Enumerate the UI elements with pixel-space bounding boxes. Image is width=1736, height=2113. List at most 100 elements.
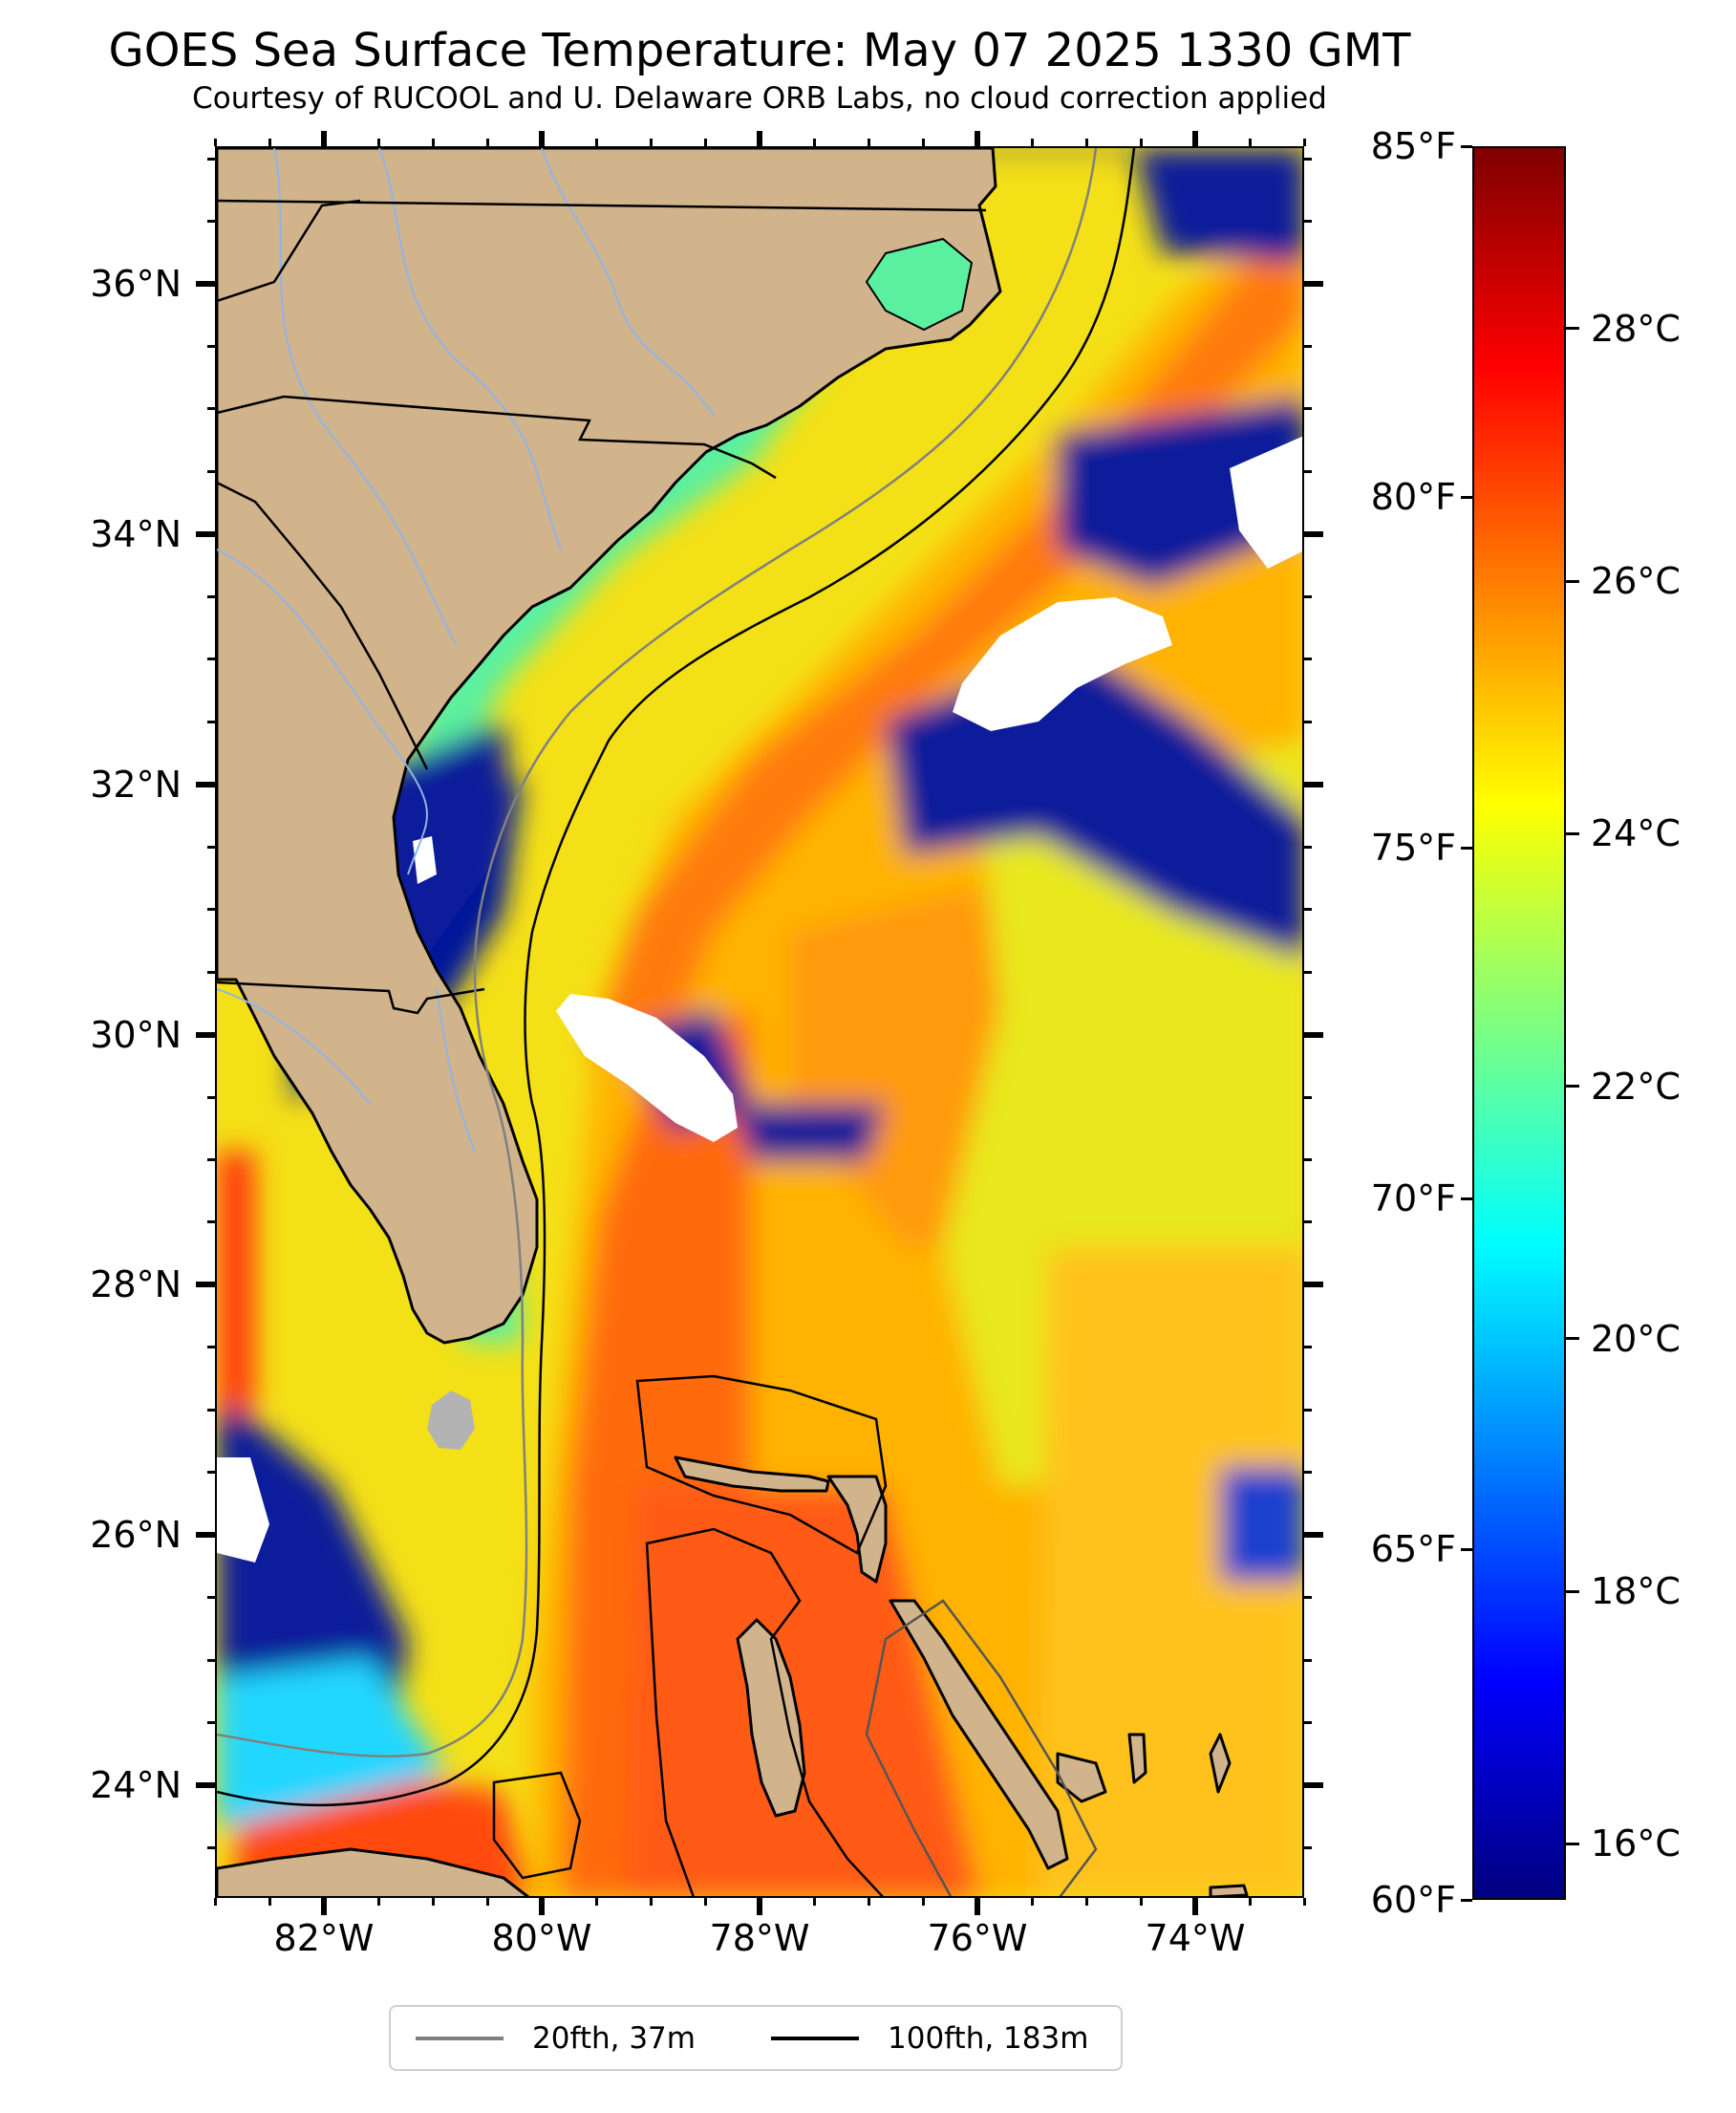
lon-minor-tick-bottom (376, 1898, 380, 1906)
map-title: GOES Sea Surface Temperature: May 07 202… (108, 24, 1411, 77)
lat-minor-tick-right (1304, 1471, 1312, 1475)
lat-label: 32°N (90, 763, 182, 806)
lon-minor-tick-top (1030, 139, 1034, 146)
lon-minor-tick-bottom (812, 1898, 816, 1906)
lon-major-tick-top (975, 131, 980, 146)
lat-minor-tick-right (1304, 344, 1312, 348)
legend-line-100fth (771, 2036, 859, 2040)
lat-major-tick-right (1304, 781, 1323, 787)
lat-minor-tick-left (207, 1471, 215, 1475)
lon-major-tick-bottom (757, 1898, 762, 1915)
lon-minor-tick-top (485, 139, 489, 146)
colorbar-celsius-label: 22°C (1591, 1065, 1681, 1108)
lon-minor-tick-bottom (268, 1898, 271, 1906)
lat-minor-tick-right (1304, 1596, 1312, 1600)
lat-minor-tick-right (1304, 469, 1312, 473)
lat-minor-tick-right (1304, 658, 1312, 661)
colorbar-fahrenheit-label: 60°F (1370, 1879, 1456, 1921)
colorbar-fahrenheit-label: 70°F (1370, 1177, 1456, 1219)
lon-major-tick-top (321, 131, 327, 146)
legend-item-100fth: 100fth, 183m (771, 2007, 1088, 2069)
lat-minor-tick-right (1304, 970, 1312, 974)
colorbar-celsius-label: 18°C (1591, 1570, 1681, 1613)
lat-major-tick-right (1304, 281, 1323, 288)
lat-minor-tick-right (1304, 594, 1312, 598)
lat-minor-tick-right (1304, 1846, 1312, 1850)
lat-minor-tick-right (1304, 1346, 1312, 1349)
lon-label: 80°W (491, 1917, 592, 1959)
colorbar-celsius-label: 24°C (1591, 812, 1681, 855)
lat-minor-tick-left (207, 908, 215, 912)
lat-minor-tick-left (207, 1095, 215, 1099)
lat-label: 26°N (90, 1514, 182, 1557)
lat-minor-tick-left (207, 594, 215, 598)
lat-major-tick-left (196, 530, 215, 537)
colorbar-fahrenheit-label: 65°F (1370, 1528, 1456, 1570)
lon-minor-tick-top (1084, 139, 1088, 146)
lon-minor-tick-bottom (1302, 1898, 1306, 1906)
colorbar-celsius-tick (1566, 327, 1579, 331)
lat-major-tick-left (196, 1031, 215, 1038)
lon-minor-tick-bottom (867, 1898, 870, 1906)
lat-label: 28°N (90, 1263, 182, 1306)
no-data-patches (217, 436, 1302, 1563)
lon-minor-tick-top (921, 139, 925, 146)
lat-minor-tick-right (1304, 1721, 1312, 1725)
colorbar-fahrenheit-label: 85°F (1370, 125, 1456, 167)
legend-item-20fth: 20fth, 37m (416, 2007, 696, 2069)
legend-label-100fth: 100fth, 183m (888, 2020, 1089, 2056)
lat-minor-tick-left (207, 1346, 215, 1349)
colorbar-celsius-tick (1566, 1842, 1579, 1845)
lat-major-tick-right (1304, 1031, 1323, 1038)
lon-minor-tick-bottom (485, 1898, 489, 1906)
lat-minor-tick-left (207, 157, 215, 161)
lat-major-tick-left (196, 1532, 215, 1539)
lat-major-tick-right (1304, 1782, 1323, 1789)
lat-minor-tick-left (207, 720, 215, 723)
lat-minor-tick-left (207, 1721, 215, 1725)
state-borders (217, 199, 987, 1015)
isobath-20fth (217, 148, 1098, 1757)
lon-minor-tick-top (649, 139, 653, 146)
lon-major-tick-top (1192, 131, 1198, 146)
lat-minor-tick-right (1304, 1095, 1312, 1099)
lon-major-tick-bottom (539, 1898, 545, 1915)
colorbar-celsius-tick (1566, 831, 1579, 835)
lat-minor-tick-left (207, 344, 215, 348)
lat-minor-tick-left (207, 1846, 215, 1850)
lon-minor-tick-bottom (431, 1898, 435, 1906)
lon-minor-tick-bottom (594, 1898, 598, 1906)
colorbar-fahrenheit-label: 75°F (1370, 827, 1456, 869)
colorbar-celsius-label: 26°C (1591, 560, 1681, 603)
lon-minor-tick-top (812, 139, 816, 146)
lat-minor-tick-left (207, 1596, 215, 1600)
legend-label-20fth: 20fth, 37m (532, 2020, 696, 2056)
lat-minor-tick-left (207, 1158, 215, 1162)
lat-label: 30°N (90, 1013, 182, 1056)
colorbar-fahrenheit-tick (1461, 495, 1472, 499)
lat-minor-tick-right (1304, 845, 1312, 849)
lat-minor-tick-right (1304, 1408, 1312, 1412)
lat-minor-tick-left (207, 1408, 215, 1412)
bahama-banks (492, 1374, 1098, 1896)
lon-minor-tick-bottom (649, 1898, 653, 1906)
lat-minor-tick-right (1304, 908, 1312, 912)
lat-label: 24°N (90, 1764, 182, 1807)
lat-minor-tick-left (207, 407, 215, 411)
lat-major-tick-right (1304, 1282, 1323, 1288)
lon-major-tick-bottom (321, 1898, 327, 1915)
lat-minor-tick-left (207, 658, 215, 661)
isobath-100fth (217, 148, 1136, 1807)
sst-map (215, 146, 1304, 1898)
lon-label: 78°W (709, 1917, 810, 1959)
lon-minor-tick-top (1248, 139, 1252, 146)
lon-minor-tick-bottom (213, 1898, 217, 1906)
lat-minor-tick-right (1304, 1658, 1312, 1662)
lat-major-tick-left (196, 781, 215, 787)
lat-minor-tick-right (1304, 720, 1312, 723)
lat-minor-tick-right (1304, 407, 1312, 411)
lat-minor-tick-right (1304, 157, 1312, 161)
lon-label: 76°W (927, 1917, 1028, 1959)
lon-label: 82°W (273, 1917, 375, 1959)
lon-major-tick-top (757, 131, 762, 146)
